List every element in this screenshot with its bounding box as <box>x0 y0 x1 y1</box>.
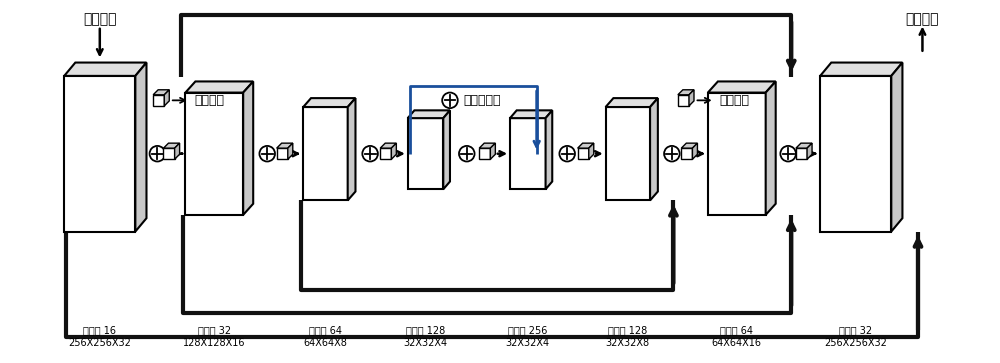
Polygon shape <box>64 76 135 232</box>
Text: ：上采样: ：上采样 <box>194 94 224 107</box>
Polygon shape <box>807 143 812 159</box>
Polygon shape <box>766 81 776 215</box>
Polygon shape <box>820 62 902 76</box>
Circle shape <box>362 146 378 162</box>
Polygon shape <box>408 118 443 189</box>
Polygon shape <box>243 81 253 215</box>
Circle shape <box>664 146 680 162</box>
Polygon shape <box>163 148 175 159</box>
Polygon shape <box>185 81 253 93</box>
Polygon shape <box>650 98 658 200</box>
Polygon shape <box>606 98 658 107</box>
Polygon shape <box>578 148 589 159</box>
Text: 通道数 128
32X32X4: 通道数 128 32X32X4 <box>403 325 448 348</box>
Polygon shape <box>678 90 694 95</box>
Polygon shape <box>708 81 776 93</box>
Polygon shape <box>348 98 355 200</box>
Polygon shape <box>408 110 450 118</box>
Polygon shape <box>380 143 396 148</box>
Polygon shape <box>681 148 692 159</box>
Polygon shape <box>510 118 546 189</box>
Circle shape <box>259 146 275 162</box>
Circle shape <box>150 146 165 162</box>
Text: ：下采样: ：下采样 <box>719 94 749 107</box>
Text: 通道数 32
128X128X16: 通道数 32 128X128X16 <box>183 325 246 348</box>
Text: 输入图像: 输入图像 <box>83 12 117 26</box>
Circle shape <box>442 93 458 108</box>
Polygon shape <box>153 90 169 95</box>
Polygon shape <box>303 107 348 200</box>
Polygon shape <box>681 143 697 148</box>
Polygon shape <box>288 143 293 159</box>
Polygon shape <box>796 148 807 159</box>
Polygon shape <box>490 143 495 159</box>
Polygon shape <box>443 110 450 189</box>
Polygon shape <box>479 143 495 148</box>
Polygon shape <box>303 98 355 107</box>
Polygon shape <box>689 90 694 106</box>
Circle shape <box>559 146 575 162</box>
Text: 通道数 128
32X32X8: 通道数 128 32X32X8 <box>606 325 650 348</box>
Polygon shape <box>163 143 180 148</box>
Polygon shape <box>510 110 552 118</box>
Polygon shape <box>708 93 766 215</box>
Polygon shape <box>380 148 391 159</box>
Polygon shape <box>135 62 146 232</box>
Text: 分割结果: 分割结果 <box>906 12 939 26</box>
Polygon shape <box>891 62 902 232</box>
Polygon shape <box>175 143 180 159</box>
Polygon shape <box>546 110 552 189</box>
Polygon shape <box>277 148 288 159</box>
Polygon shape <box>64 62 146 76</box>
Text: 通道数 256
32X32X4: 通道数 256 32X32X4 <box>506 325 550 348</box>
Polygon shape <box>479 148 490 159</box>
Text: 通道数 64
64X64X16: 通道数 64 64X64X16 <box>712 325 762 348</box>
Polygon shape <box>185 93 243 215</box>
Circle shape <box>459 146 475 162</box>
Text: 通道数 64
64X64X8: 通道数 64 64X64X8 <box>304 325 347 348</box>
Text: ：像素相加: ：像素相加 <box>463 94 501 107</box>
Circle shape <box>780 146 796 162</box>
Polygon shape <box>164 90 169 106</box>
Polygon shape <box>277 143 293 148</box>
Text: 通道数 32
256X256X32: 通道数 32 256X256X32 <box>824 325 887 348</box>
Polygon shape <box>578 143 594 148</box>
Polygon shape <box>606 107 650 200</box>
Polygon shape <box>589 143 594 159</box>
Polygon shape <box>692 143 697 159</box>
Polygon shape <box>153 95 164 106</box>
Polygon shape <box>796 143 812 148</box>
Polygon shape <box>820 76 891 232</box>
Text: 通道数 16
256X256X32: 通道数 16 256X256X32 <box>68 325 131 348</box>
Polygon shape <box>678 95 689 106</box>
Polygon shape <box>391 143 396 159</box>
